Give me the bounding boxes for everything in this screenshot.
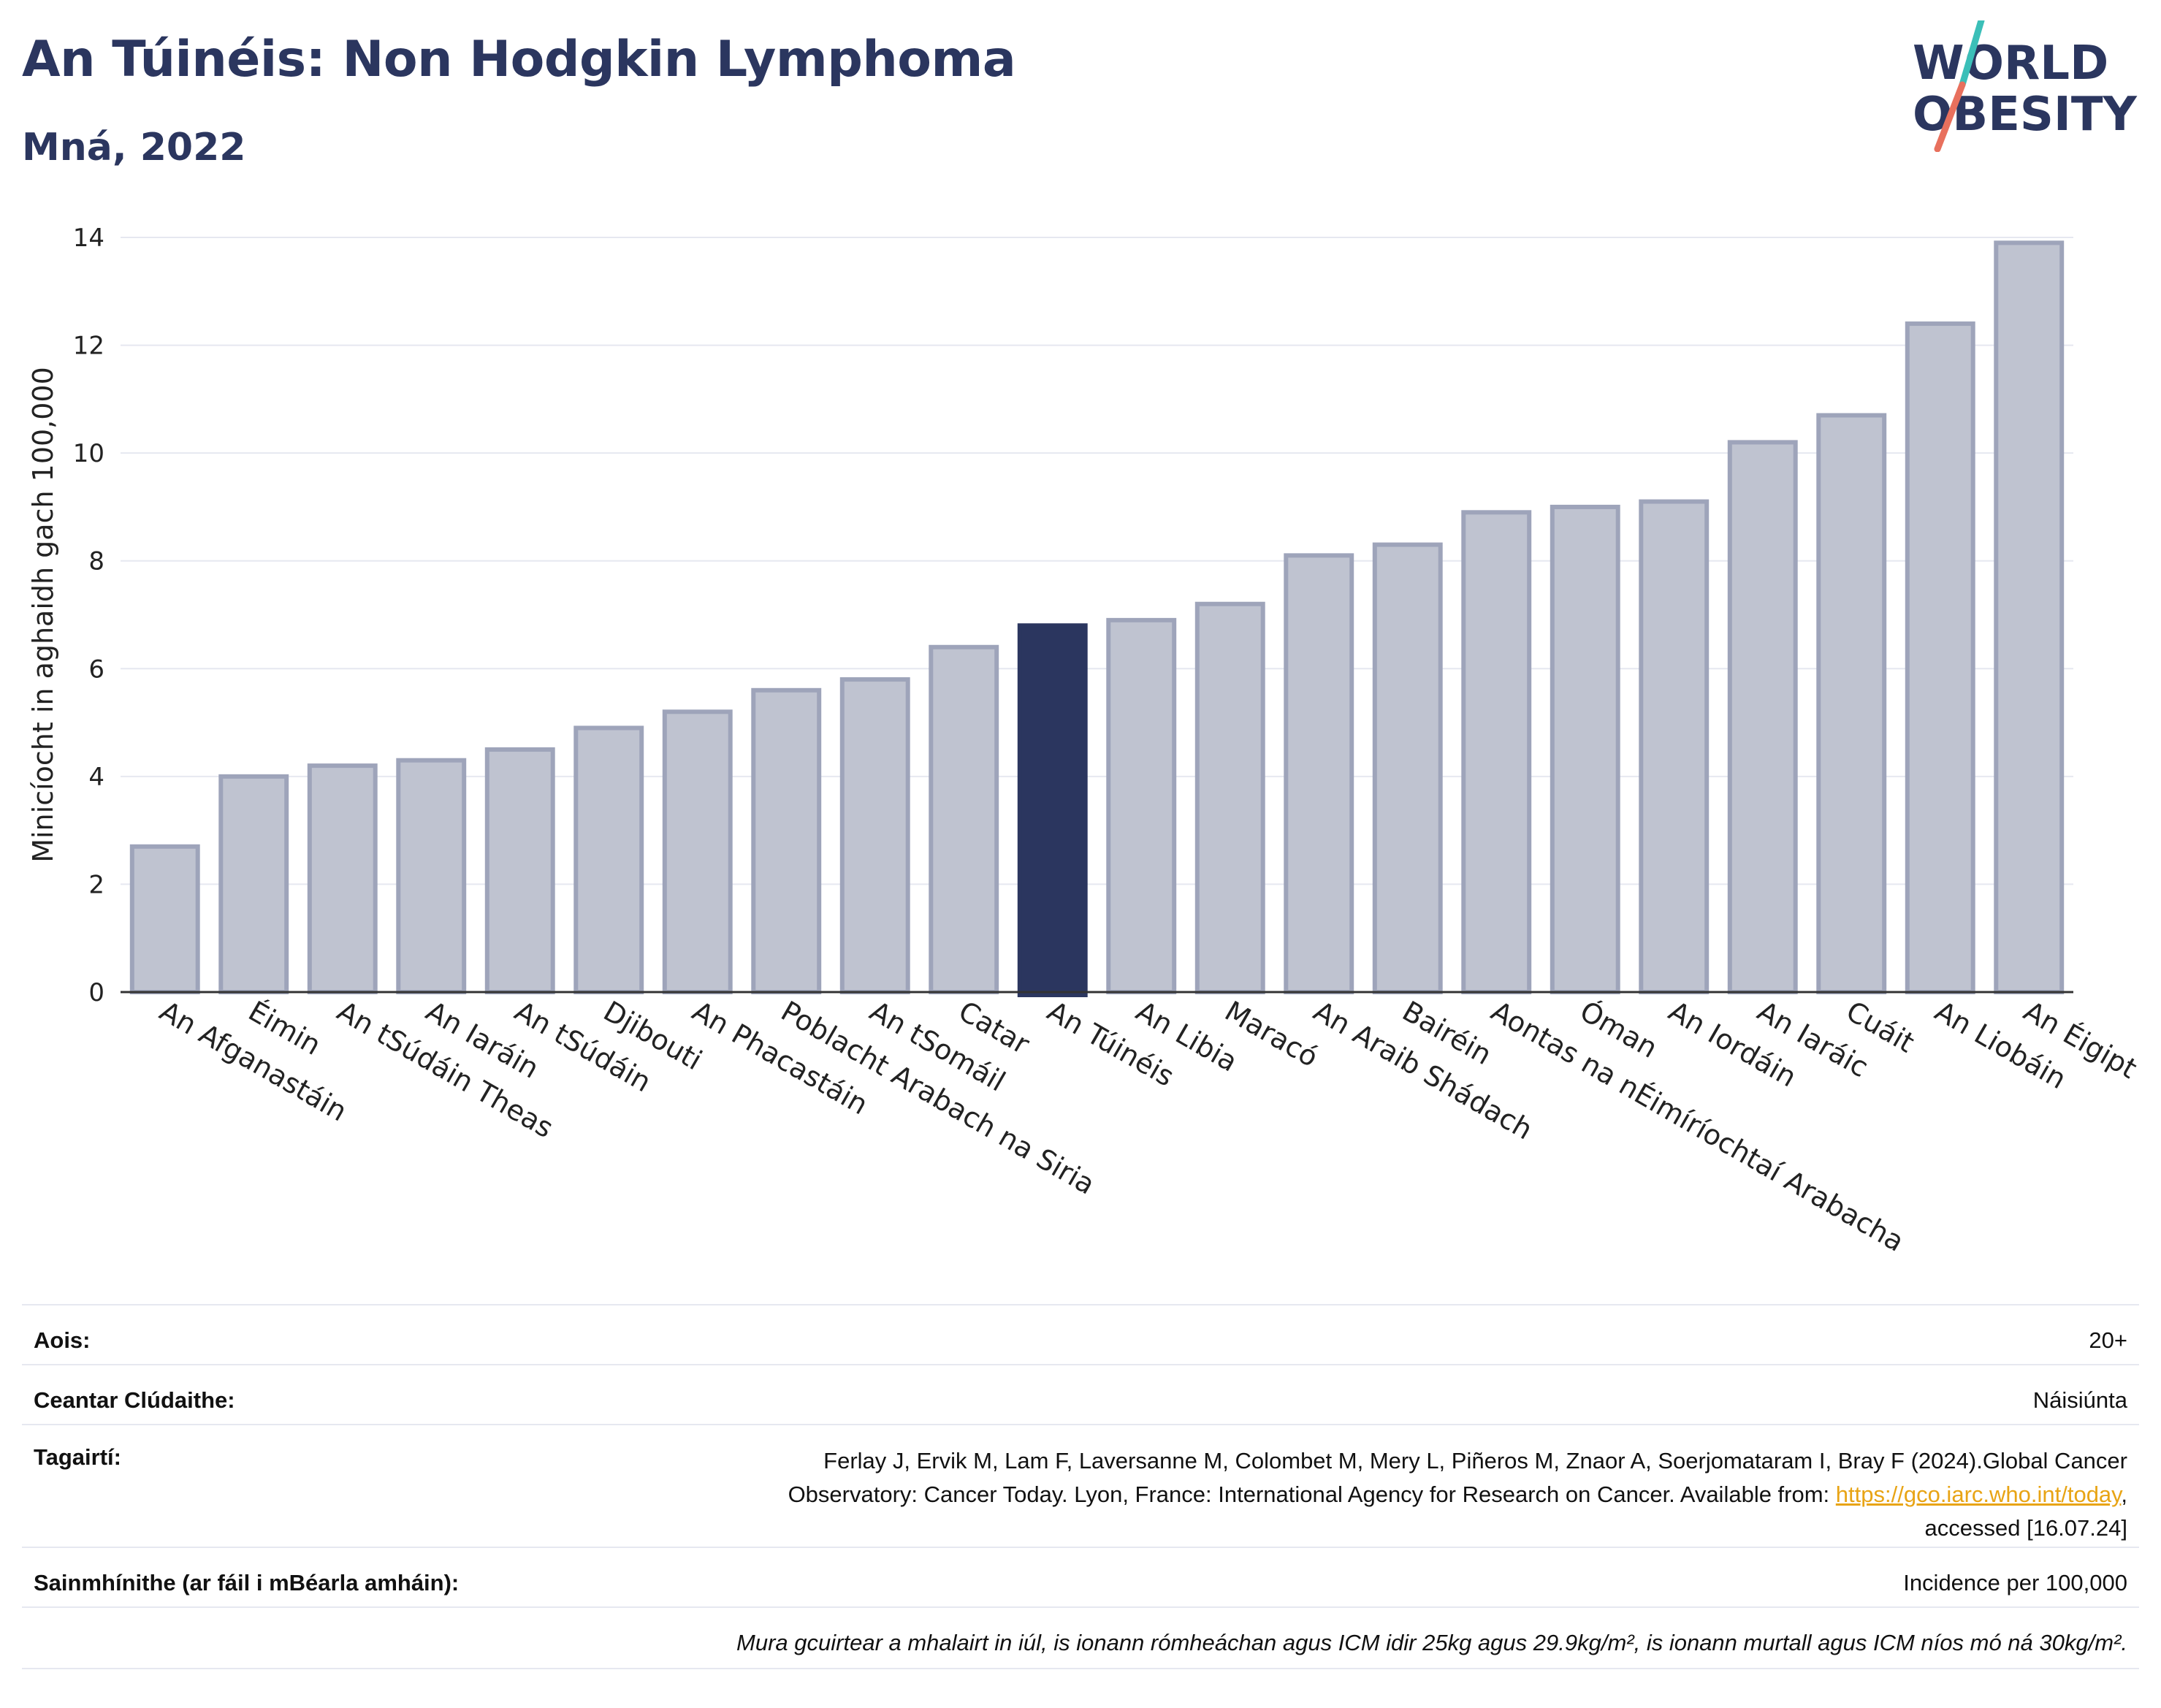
- logo-line1: WORLD: [1913, 37, 2108, 91]
- bar-10: [1017, 623, 1088, 997]
- bar-20: [1905, 321, 1975, 994]
- meta-row-definitions: Sainmhínithe (ar fáil i mBéarla amháin):…: [22, 1547, 2139, 1608]
- references-line3: accessed [16.07.24]: [1924, 1515, 2127, 1541]
- bar-0: [129, 844, 200, 994]
- bar-16: [1550, 504, 1620, 994]
- y-tick-label: 0: [88, 978, 104, 1007]
- page-title: An Túinéis: Non Hodgkin Lymphoma: [22, 31, 1016, 88]
- bar-3: [396, 758, 467, 994]
- references-link[interactable]: https://gco.iarc.who.int/today: [1835, 1482, 2122, 1507]
- bar-12: [1194, 601, 1265, 994]
- definitions-value: Incidence per 100,000: [1903, 1570, 2127, 1595]
- y-tick-label: 14: [73, 224, 104, 253]
- page-subtitle: Mná, 2022: [22, 126, 246, 169]
- meta-row-age: Aois: 20+: [22, 1304, 2139, 1365]
- meta-row-note: Mura gcuirtear a mhalairt in iúl, is ion…: [22, 1606, 2139, 1669]
- y-tick-label: 8: [88, 547, 104, 576]
- bar-chart: 0 2 4 6 8 10 12 14 Minicíocht in aghaidh gach 10…: [27, 224, 2142, 1258]
- obesity-definition-note: Mura gcuirtear a mhalairt in iúl, is ion…: [736, 1630, 2127, 1655]
- y-tick-label: 2: [88, 870, 104, 899]
- bar-14: [1372, 542, 1443, 994]
- logo-slash-bottom: [1934, 81, 1966, 152]
- bar-4: [484, 747, 555, 994]
- bar-8: [839, 677, 910, 994]
- logo-slash-top: [1959, 20, 1985, 88]
- y-axis-label: Minicíocht in aghaidh gach 100,000: [27, 367, 59, 863]
- world-obesity-logo: WORLD OBESITY: [1913, 20, 2137, 152]
- age-value: 20+: [2089, 1327, 2127, 1353]
- bar-11: [1106, 617, 1177, 995]
- bar-2: [307, 763, 378, 994]
- y-tick-label: 12: [73, 332, 104, 361]
- y-tick-label: 4: [88, 763, 104, 792]
- meta-row-area: Ceantar Clúdaithe: Náisiúnta: [22, 1364, 2139, 1425]
- definitions-label: Sainmhínithe (ar fáil i mBéarla amháin):: [34, 1570, 460, 1595]
- bar-13: [1284, 553, 1354, 994]
- age-label: Aois:: [34, 1327, 91, 1353]
- bar-17: [1639, 499, 1710, 994]
- bar-15: [1461, 510, 1532, 994]
- bar-18: [1727, 440, 1798, 994]
- bar-7: [751, 687, 822, 994]
- bar-5: [573, 725, 644, 994]
- bar-9: [929, 644, 999, 994]
- bar-1: [218, 774, 289, 995]
- area-value: Náisiúnta: [2032, 1387, 2127, 1413]
- references-line2: Observatory: Cancer Today. Lyon, France:…: [788, 1482, 2127, 1507]
- references-label: Tagairtí:: [34, 1444, 121, 1470]
- area-label: Ceantar Clúdaithe:: [34, 1387, 235, 1413]
- bar-19: [1816, 413, 1887, 994]
- references-line1: Ferlay J, Ervik M, Lam F, Laversanne M, …: [823, 1448, 2127, 1473]
- references-value: Ferlay J, Ervik M, Lam F, Laversanne M, …: [593, 1444, 2127, 1545]
- bar-21: [1994, 240, 2065, 995]
- bar-6: [662, 709, 733, 994]
- y-tick-label: 10: [73, 439, 104, 468]
- meta-row-references: Tagairtí: Ferlay J, Ervik M, Lam F, Lave…: [22, 1424, 2139, 1548]
- y-tick-label: 6: [88, 655, 104, 684]
